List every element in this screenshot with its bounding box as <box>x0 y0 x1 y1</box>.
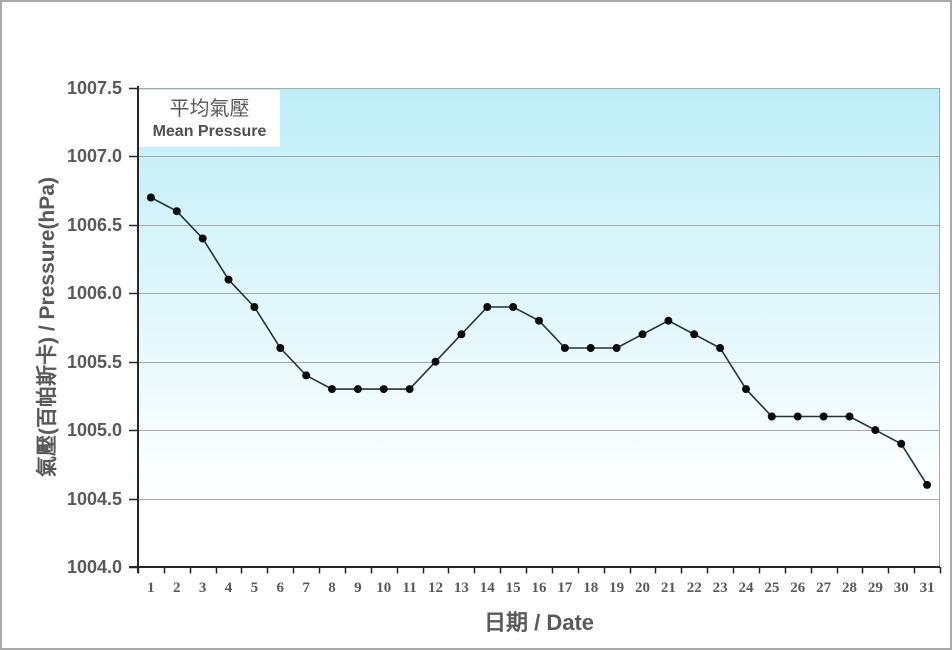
x-tick-label: 22 <box>686 580 702 596</box>
data-point <box>664 316 673 325</box>
data-point <box>535 316 543 325</box>
data-point <box>897 439 906 448</box>
x-axis-title: 日期 / Date <box>483 610 595 635</box>
data-point <box>793 412 802 421</box>
x-tick-label: 23 <box>712 580 728 596</box>
y-tick-label: 1006.0 <box>66 283 122 304</box>
x-tick-label: 14 <box>479 580 495 596</box>
x-tick-label: 30 <box>893 580 909 596</box>
x-tick-label: 29 <box>867 580 883 596</box>
data-point <box>716 344 725 352</box>
x-tick-label: 10 <box>376 580 392 596</box>
data-point <box>276 344 285 352</box>
x-tick-label: 1 <box>147 580 155 596</box>
x-tick-label: 6 <box>276 580 285 596</box>
data-point <box>483 303 492 311</box>
data-point <box>586 344 595 352</box>
x-tick-label: 18 <box>583 580 599 596</box>
x-tick-label: 25 <box>764 580 780 596</box>
data-point <box>871 426 880 435</box>
data-point <box>560 344 569 352</box>
x-tick-label: 15 <box>505 580 521 596</box>
data-point <box>638 330 647 339</box>
y-tick-label: 1005.5 <box>66 351 122 372</box>
x-tick-label: 9 <box>354 580 362 596</box>
x-tick-label: 5 <box>250 580 259 596</box>
x-tick-label: 28 <box>841 580 857 596</box>
x-tick-label: 24 <box>738 580 754 596</box>
data-point <box>146 193 155 202</box>
y-tick-label: 1006.5 <box>66 214 122 235</box>
x-tick-label: 19 <box>609 580 625 596</box>
x-tick-label: 11 <box>402 580 417 596</box>
data-point <box>379 385 388 394</box>
x-tick-label: 8 <box>328 580 336 596</box>
data-point <box>845 412 854 421</box>
y-tick-label: 1004.0 <box>66 557 122 577</box>
data-point <box>690 330 699 339</box>
legend-label-zh: 平均氣壓 <box>169 97 250 120</box>
data-point <box>767 412 776 421</box>
x-tick-label: 31 <box>919 580 935 596</box>
x-tick-label: 17 <box>557 580 573 596</box>
data-point <box>431 357 440 366</box>
y-tick-label: 1005.0 <box>66 420 122 441</box>
x-tick-label: 20 <box>634 580 650 596</box>
legend-label-en: Mean Pressure <box>152 122 267 140</box>
y-tick-label: 1004.5 <box>66 488 122 509</box>
x-tick-label: 16 <box>531 580 547 596</box>
x-tick-label: 27 <box>816 580 832 596</box>
data-point <box>457 330 466 339</box>
x-tick-label: 4 <box>224 580 233 596</box>
y-axis-title: 氣壓(百帕斯卡) / Pressure(hPa) <box>36 177 59 477</box>
data-point <box>353 385 362 394</box>
x-tick-label: 7 <box>302 580 310 596</box>
data-point <box>612 344 621 352</box>
data-point <box>302 371 311 380</box>
legend: 平均氣壓 Mean Pressure <box>139 90 280 147</box>
x-tick-label: 26 <box>790 580 806 596</box>
y-tick-label: 1007.5 <box>66 78 122 98</box>
data-point <box>405 385 414 394</box>
data-point <box>742 385 750 394</box>
data-point <box>224 275 233 284</box>
x-tick-label: 12 <box>428 580 444 596</box>
y-tick-label: 1007.0 <box>66 146 122 167</box>
data-point <box>198 234 207 243</box>
data-point <box>172 207 181 216</box>
data-point <box>819 412 828 421</box>
data-point <box>923 480 932 489</box>
x-tick-label: 21 <box>660 580 676 596</box>
x-tick-label: 3 <box>198 580 207 596</box>
data-point <box>509 303 518 311</box>
x-tick-label: 13 <box>453 580 469 596</box>
data-point <box>328 385 336 394</box>
data-point <box>250 303 259 311</box>
x-tick-label: 2 <box>173 580 181 596</box>
plot-background <box>138 88 940 567</box>
